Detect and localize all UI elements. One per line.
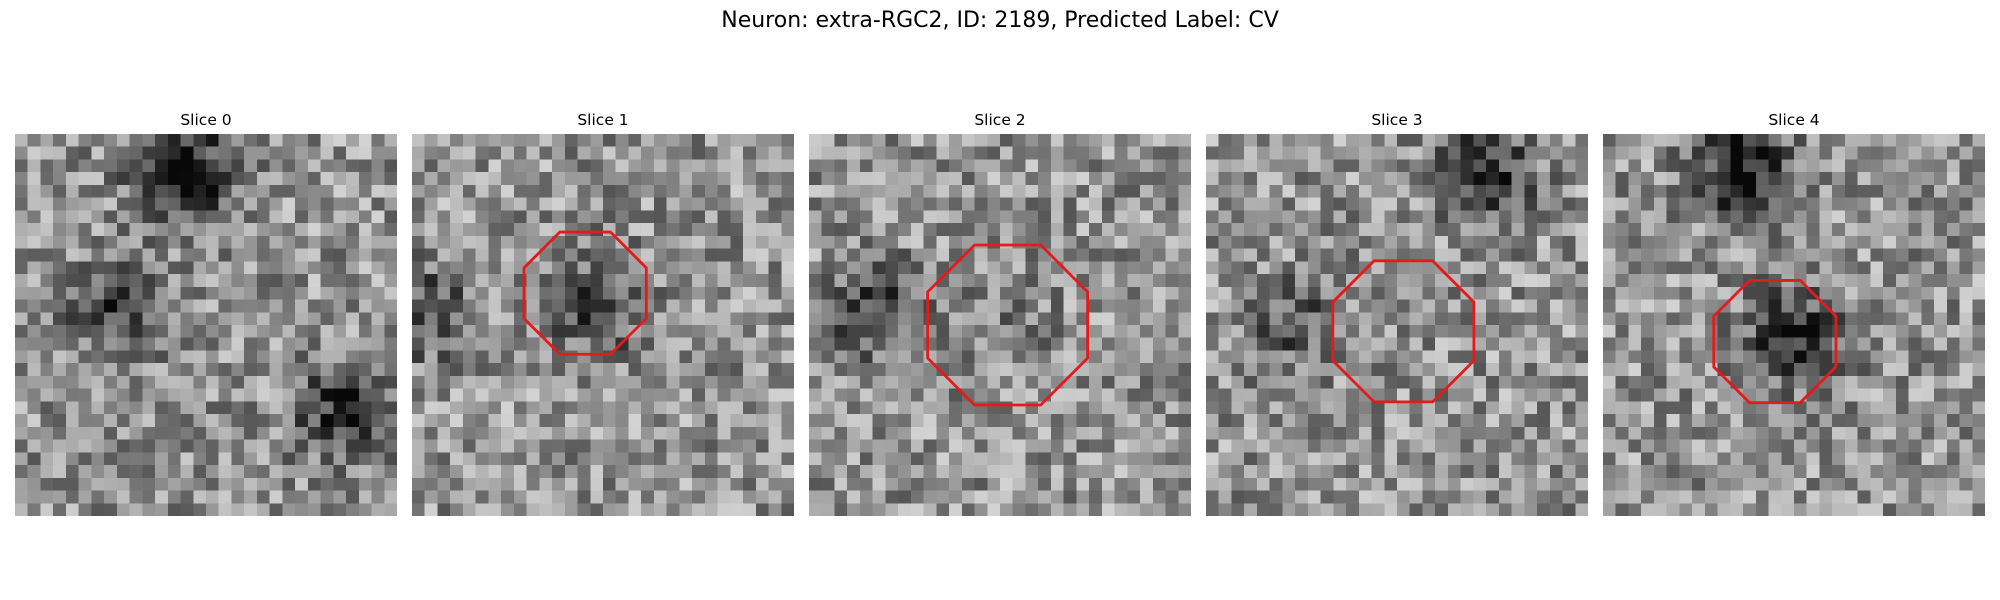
roi-outline xyxy=(1712,279,1838,405)
slice-title: Slice 3 xyxy=(1371,111,1423,129)
figure-title: Neuron: extra-RGC2, ID: 2189, Predicted … xyxy=(721,8,1279,33)
slice-title: Slice 1 xyxy=(577,111,629,129)
slice-image xyxy=(1206,134,1588,516)
slice-image xyxy=(412,134,794,516)
roi-outline xyxy=(1331,259,1476,404)
roi-outline xyxy=(522,230,648,356)
slice-title: Slice 4 xyxy=(1768,111,1820,129)
slice-title: Slice 2 xyxy=(974,111,1026,129)
slice-image xyxy=(15,134,397,516)
slice-image xyxy=(809,134,1191,516)
roi-outline xyxy=(926,243,1090,407)
slice-title: Slice 0 xyxy=(180,111,232,129)
slice-image xyxy=(1603,134,1985,516)
